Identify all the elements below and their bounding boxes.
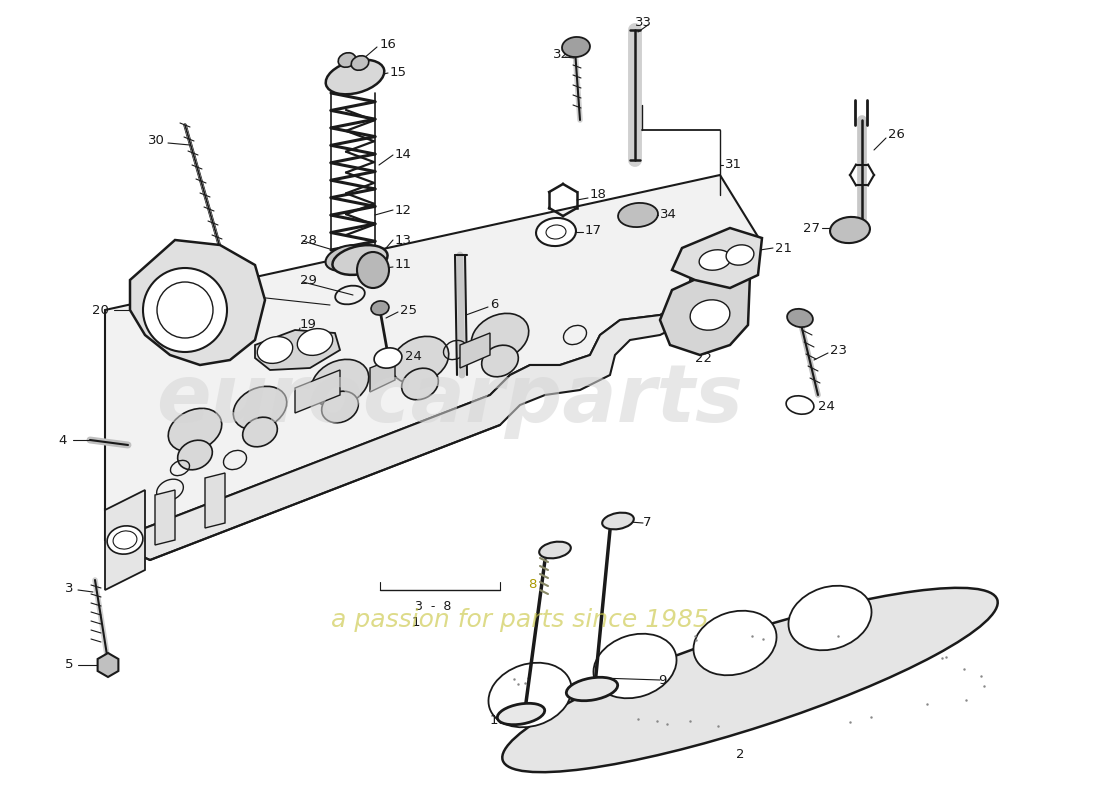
Ellipse shape	[338, 53, 355, 67]
Ellipse shape	[311, 359, 368, 406]
Ellipse shape	[618, 203, 658, 227]
Text: 29: 29	[300, 274, 317, 286]
Text: 16: 16	[379, 38, 397, 51]
Polygon shape	[460, 333, 490, 368]
Ellipse shape	[179, 279, 211, 301]
Ellipse shape	[497, 703, 544, 725]
Text: 34: 34	[660, 209, 676, 222]
Text: 13: 13	[395, 234, 412, 246]
Text: 33: 33	[635, 15, 652, 29]
Polygon shape	[660, 268, 750, 355]
Ellipse shape	[471, 314, 529, 361]
Polygon shape	[155, 490, 175, 545]
Text: 24: 24	[818, 401, 835, 414]
Ellipse shape	[297, 329, 332, 355]
Ellipse shape	[351, 56, 369, 70]
Polygon shape	[295, 370, 340, 413]
Ellipse shape	[693, 610, 777, 675]
Text: 10: 10	[490, 714, 507, 726]
Text: 19: 19	[300, 318, 317, 331]
Text: 18: 18	[590, 189, 607, 202]
Ellipse shape	[566, 678, 618, 701]
Ellipse shape	[107, 526, 143, 554]
Text: 26: 26	[888, 129, 905, 142]
Text: 20: 20	[92, 303, 109, 317]
Polygon shape	[130, 240, 265, 365]
Text: 32: 32	[553, 49, 570, 62]
Ellipse shape	[726, 245, 754, 265]
Text: 27: 27	[803, 222, 820, 234]
Ellipse shape	[786, 396, 814, 414]
Text: 3  -  8: 3 - 8	[415, 601, 451, 614]
Ellipse shape	[536, 218, 576, 246]
Ellipse shape	[602, 513, 634, 530]
Ellipse shape	[392, 336, 449, 384]
Text: 24: 24	[145, 278, 162, 291]
Ellipse shape	[257, 337, 293, 363]
Text: 21: 21	[776, 242, 792, 254]
Polygon shape	[104, 490, 145, 590]
Text: 8: 8	[528, 578, 537, 591]
Text: 28: 28	[300, 234, 317, 246]
Text: 6: 6	[490, 298, 498, 311]
Ellipse shape	[243, 418, 277, 446]
Ellipse shape	[562, 37, 590, 57]
Text: 4: 4	[58, 434, 66, 446]
Ellipse shape	[157, 282, 213, 338]
Ellipse shape	[482, 346, 518, 377]
Ellipse shape	[326, 245, 368, 271]
Text: 5: 5	[65, 658, 74, 671]
Text: 11: 11	[395, 258, 412, 271]
Text: 17: 17	[585, 223, 602, 237]
Ellipse shape	[374, 348, 401, 368]
Ellipse shape	[488, 662, 572, 727]
Ellipse shape	[594, 634, 676, 698]
Polygon shape	[205, 473, 225, 528]
Text: 2: 2	[736, 749, 745, 762]
Text: 23: 23	[830, 343, 847, 357]
Ellipse shape	[233, 386, 287, 430]
Text: 7: 7	[644, 517, 651, 530]
Ellipse shape	[321, 391, 359, 422]
Text: 3: 3	[65, 582, 74, 594]
Text: 14: 14	[395, 149, 411, 162]
Polygon shape	[104, 300, 690, 560]
Polygon shape	[370, 358, 395, 392]
Ellipse shape	[168, 408, 222, 452]
Ellipse shape	[788, 309, 813, 327]
Ellipse shape	[539, 542, 571, 558]
Ellipse shape	[371, 301, 389, 315]
Ellipse shape	[177, 440, 212, 470]
Ellipse shape	[503, 588, 998, 772]
Text: 22: 22	[695, 351, 712, 365]
Polygon shape	[104, 175, 760, 530]
Polygon shape	[98, 653, 119, 677]
Text: 9: 9	[658, 674, 667, 686]
Text: 25: 25	[400, 303, 417, 317]
Ellipse shape	[326, 60, 384, 94]
Ellipse shape	[830, 217, 870, 243]
Ellipse shape	[700, 250, 730, 270]
Text: 31: 31	[725, 158, 742, 171]
Text: 30: 30	[148, 134, 165, 146]
Ellipse shape	[332, 245, 387, 275]
Ellipse shape	[358, 252, 389, 288]
Polygon shape	[255, 330, 340, 370]
Text: eurocarparts: eurocarparts	[156, 361, 744, 439]
Ellipse shape	[402, 368, 438, 400]
Ellipse shape	[789, 586, 871, 650]
Text: 24: 24	[405, 350, 422, 363]
Ellipse shape	[143, 268, 227, 352]
Ellipse shape	[690, 300, 730, 330]
Polygon shape	[672, 228, 762, 288]
Text: 12: 12	[395, 203, 412, 217]
Text: a passion for parts since 1985: a passion for parts since 1985	[331, 608, 708, 632]
Text: 15: 15	[390, 66, 407, 79]
Text: 1: 1	[412, 615, 420, 629]
